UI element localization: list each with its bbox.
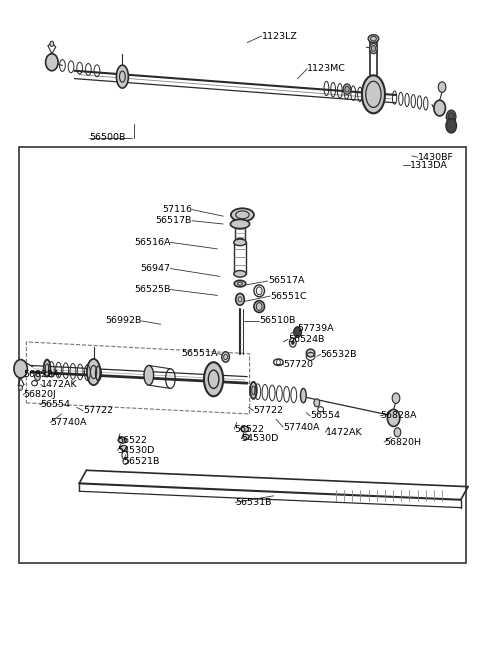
Text: 56521B: 56521B [123,457,160,466]
Text: 56510B: 56510B [259,316,296,326]
Text: 57740A: 57740A [50,418,87,427]
Text: 1430BF: 1430BF [418,153,454,162]
Ellipse shape [306,349,315,357]
Circle shape [446,119,456,133]
Ellipse shape [230,219,250,229]
Bar [19,147,466,563]
Text: 1472AK: 1472AK [41,380,77,389]
Text: 1123LZ: 1123LZ [262,31,298,41]
Text: 1123MC: 1123MC [307,64,346,73]
Ellipse shape [241,426,249,432]
Circle shape [370,43,377,54]
Text: 56554: 56554 [40,400,70,409]
Ellipse shape [250,382,257,399]
Ellipse shape [231,208,254,221]
Ellipse shape [234,271,246,277]
Text: 56828A: 56828A [380,411,417,421]
Ellipse shape [300,388,306,403]
Circle shape [46,54,58,71]
Text: 56517B: 56517B [156,216,192,225]
Text: 56532B: 56532B [321,350,357,359]
Text: 56524B: 56524B [288,335,324,344]
Circle shape [19,385,23,390]
Ellipse shape [368,35,379,43]
Text: 56525B: 56525B [134,285,170,294]
Circle shape [35,373,40,381]
Text: 56517A: 56517A [268,276,304,286]
Text: 56947: 56947 [140,264,170,273]
Circle shape [294,327,301,337]
Text: 56531B: 56531B [235,498,272,507]
Ellipse shape [204,362,223,396]
Ellipse shape [144,365,154,385]
Text: 56820H: 56820H [384,438,421,447]
Ellipse shape [362,75,385,113]
Circle shape [387,409,400,426]
Text: 56551A: 56551A [181,349,217,358]
Text: 56522: 56522 [234,424,264,434]
Text: 1313DA: 1313DA [410,160,448,170]
Circle shape [50,41,54,47]
Circle shape [236,293,244,305]
Text: 57116: 57116 [162,205,192,214]
Text: 54530D: 54530D [241,434,279,443]
Circle shape [314,399,320,407]
Circle shape [343,84,351,94]
Circle shape [394,428,401,437]
Circle shape [291,341,294,345]
Circle shape [392,393,400,403]
Text: 56500B: 56500B [89,133,125,142]
Ellipse shape [254,301,264,312]
Ellipse shape [44,360,50,377]
Text: 57740A: 57740A [283,422,320,432]
Text: 56828A: 56828A [23,370,60,379]
Text: 57720: 57720 [283,360,313,369]
Text: 56820J: 56820J [23,390,56,400]
Text: 56992B: 56992B [105,316,142,326]
Ellipse shape [242,434,249,440]
Circle shape [14,360,27,378]
Circle shape [222,352,229,362]
Ellipse shape [117,66,129,88]
Text: 1472AK: 1472AK [325,428,362,437]
Text: 56551C: 56551C [270,291,307,301]
Text: 57722: 57722 [253,406,283,415]
Ellipse shape [235,238,245,245]
Text: 57739A: 57739A [298,324,334,333]
Text: 56522: 56522 [118,436,148,445]
Circle shape [446,110,456,123]
Text: 57722: 57722 [83,406,113,415]
Text: 56516A: 56516A [134,238,170,247]
Text: 56554: 56554 [310,411,340,421]
Ellipse shape [234,239,246,246]
Ellipse shape [119,438,126,443]
Ellipse shape [234,280,246,287]
Circle shape [438,82,446,92]
Ellipse shape [87,359,100,385]
Text: 54530D: 54530D [118,446,155,455]
Ellipse shape [120,445,127,451]
Circle shape [434,100,445,116]
